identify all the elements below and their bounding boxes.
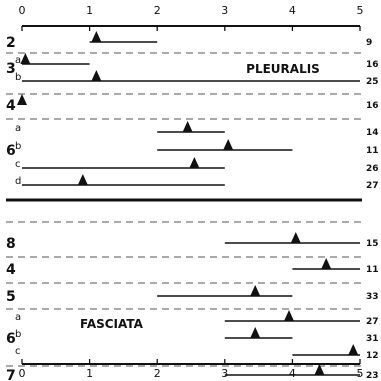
mean-triangle xyxy=(91,70,102,81)
sample-size-label: 31 xyxy=(366,334,379,344)
sample-size-label: 25 xyxy=(366,77,379,87)
subgroup-label: b xyxy=(15,72,21,83)
mean-triangle xyxy=(290,232,301,243)
group-label: 6 xyxy=(6,331,16,347)
mean-triangle xyxy=(91,31,102,42)
mean-triangle xyxy=(17,94,27,105)
sample-size-label: 16 xyxy=(366,101,379,111)
mean-triangle xyxy=(189,157,200,168)
group-label: 3 xyxy=(6,61,16,77)
x-tick-label: 0 xyxy=(19,4,26,17)
axes-layer: 0 1 2 3 4 5 0 1 2 3 4 5 xyxy=(19,4,364,380)
group-label: 6 xyxy=(6,143,16,159)
subgroup-label: d xyxy=(15,176,21,187)
marks-layer xyxy=(17,31,360,376)
sample-size-label: 11 xyxy=(366,265,379,275)
group-label: 2 xyxy=(6,35,16,51)
subgroup-label: a xyxy=(15,55,21,66)
sample-size-label: 11 xyxy=(366,146,379,156)
group-label: 4 xyxy=(6,262,16,278)
x-tick-label: 4 xyxy=(289,367,296,380)
subgroup-label: b xyxy=(15,329,21,340)
group-label: 4 xyxy=(6,98,16,114)
mean-triangle xyxy=(20,53,31,64)
sample-size-label: 27 xyxy=(366,181,379,191)
group-label: 8 xyxy=(6,236,16,252)
subgroup-label: a xyxy=(15,312,21,323)
mean-triangle xyxy=(250,327,261,338)
subgroup-label: c xyxy=(15,346,21,357)
x-tick-label: 0 xyxy=(19,367,26,380)
sample-size-label: 16 xyxy=(366,60,379,70)
sample-size-label: 33 xyxy=(366,292,379,302)
mean-triangle xyxy=(321,258,332,269)
sample-size-label: 15 xyxy=(366,239,379,249)
x-tick-label: 1 xyxy=(86,367,93,380)
sample-size-label: 9 xyxy=(366,38,372,48)
subgroup-label: c xyxy=(15,159,21,170)
subgroup-label: b xyxy=(15,141,21,152)
mean-triangle xyxy=(223,139,234,150)
x-tick-label: 4 xyxy=(289,4,296,17)
mean-triangle xyxy=(348,344,359,355)
group-label: 5 xyxy=(6,289,16,305)
mean-triangle xyxy=(284,310,295,321)
mean-triangle xyxy=(250,285,261,296)
mean-triangle xyxy=(182,121,193,132)
x-tick-label: 5 xyxy=(357,4,364,17)
sample-size-label: 14 xyxy=(366,128,379,138)
x-tick-label: 1 xyxy=(86,4,93,17)
x-tick-label: 2 xyxy=(154,4,161,17)
mean-triangle xyxy=(314,364,325,375)
sample-size-label: 12 xyxy=(366,351,379,361)
subgroup-label: a xyxy=(15,123,21,134)
sample-size-label: 23 xyxy=(366,371,379,381)
mean-triangle xyxy=(77,174,88,185)
x-tick-label: 3 xyxy=(221,367,228,380)
group-label: 7 xyxy=(6,368,16,381)
sample-size-label: 27 xyxy=(366,317,379,327)
sample-size-label: 26 xyxy=(366,164,379,174)
grid-layer xyxy=(6,52,362,367)
x-tick-label: 2 xyxy=(154,367,161,380)
x-tick-label: 3 xyxy=(221,4,228,17)
section-label: PLEURALIS xyxy=(246,62,320,76)
x-tick-label: 5 xyxy=(357,367,364,380)
section-label: FASCIATA xyxy=(80,317,144,331)
